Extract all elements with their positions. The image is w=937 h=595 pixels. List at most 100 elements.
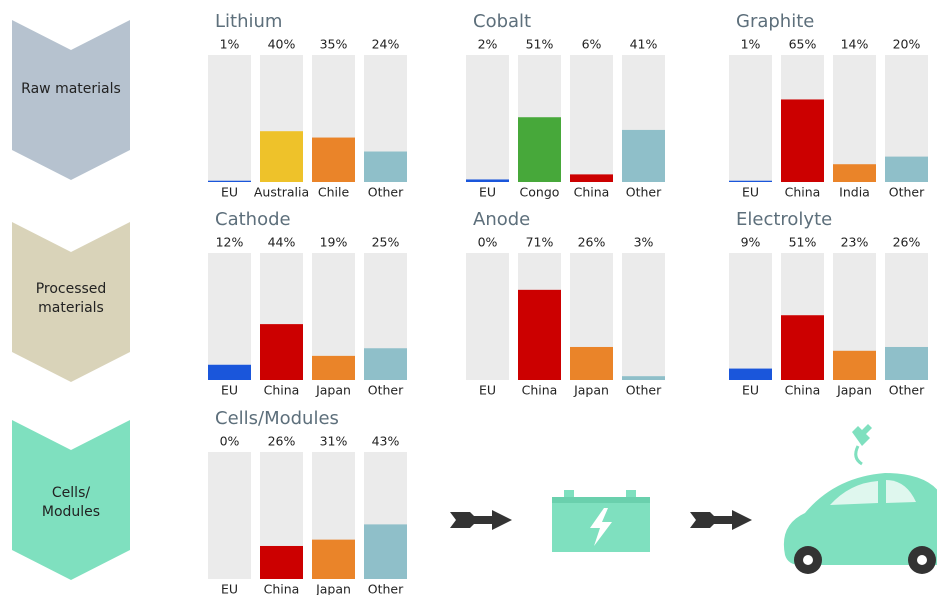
- category-label: Congo: [520, 185, 560, 200]
- category-label: Japan: [315, 383, 351, 398]
- bar: [466, 179, 509, 182]
- stage-label: Cells/ Modules: [31, 484, 111, 522]
- bar: [364, 152, 407, 182]
- bar-background: [466, 55, 509, 182]
- category-label: EU: [221, 383, 238, 398]
- category-label: Japan: [315, 582, 351, 595]
- chart-title: Graphite: [736, 11, 814, 32]
- chart-title: Anode: [473, 209, 530, 230]
- bar: [312, 540, 355, 579]
- bar-background: [208, 55, 251, 182]
- category-label: China: [522, 383, 558, 398]
- bar-background: [208, 452, 251, 579]
- category-label: EU: [221, 185, 238, 200]
- infographic: Lithium 1% EU 40% Australia 35% Chile 24% Other C…: [0, 0, 937, 595]
- bar: [622, 130, 665, 182]
- category-label: Other: [889, 383, 925, 398]
- value-label: 1%: [220, 37, 240, 52]
- value-label: 26%: [893, 235, 921, 250]
- value-label: 14%: [841, 37, 869, 52]
- value-label: 43%: [372, 434, 400, 449]
- category-label: China: [785, 383, 821, 398]
- bar: [364, 524, 407, 579]
- value-label: 0%: [478, 235, 498, 250]
- category-label: Australia: [254, 185, 309, 200]
- bar-background: [622, 253, 665, 380]
- value-label: 40%: [268, 37, 296, 52]
- category-label: EU: [742, 383, 759, 398]
- bar-background: [729, 55, 772, 182]
- value-label: 2%: [478, 37, 498, 52]
- value-label: 26%: [268, 434, 296, 449]
- bar: [312, 356, 355, 380]
- category-label: Chile: [318, 185, 350, 200]
- value-label: 19%: [320, 235, 348, 250]
- battery-icon: [552, 490, 650, 552]
- bar: [260, 131, 303, 182]
- category-label: China: [264, 582, 300, 595]
- bar: [260, 546, 303, 579]
- bar: [729, 181, 772, 182]
- bar: [570, 174, 613, 182]
- category-label: Other: [626, 185, 662, 200]
- category-label: Other: [889, 185, 925, 200]
- bar: [622, 376, 665, 380]
- bar-background: [208, 253, 251, 380]
- value-label: 9%: [741, 235, 761, 250]
- category-label: EU: [742, 185, 759, 200]
- value-label: 44%: [268, 235, 296, 250]
- category-label: Other: [368, 383, 404, 398]
- value-label: 41%: [630, 37, 658, 52]
- value-label: 6%: [582, 37, 602, 52]
- chart: Lithium 1% EU 40% Australia 35% Chile 24% Other C…: [0, 0, 937, 595]
- stage-label: Raw materials: [21, 80, 121, 99]
- value-label: 24%: [372, 37, 400, 52]
- chart-title: Cathode: [215, 209, 291, 230]
- category-label: Japan: [836, 383, 872, 398]
- value-label: 26%: [578, 235, 606, 250]
- category-label: India: [839, 185, 870, 200]
- bar: [260, 324, 303, 380]
- value-label: 71%: [526, 235, 554, 250]
- bar: [885, 347, 928, 380]
- bar: [833, 351, 876, 380]
- value-label: 1%: [741, 37, 761, 52]
- value-label: 23%: [841, 235, 869, 250]
- category-label: Other: [368, 582, 404, 595]
- category-label: Japan: [573, 383, 609, 398]
- bar: [885, 157, 928, 182]
- chart-title: Lithium: [215, 11, 282, 32]
- bar: [312, 138, 355, 182]
- value-label: 65%: [789, 37, 817, 52]
- stage-label: Processed materials: [21, 280, 121, 318]
- bar: [570, 347, 613, 380]
- category-label: Other: [626, 383, 662, 398]
- chart-title: Cobalt: [473, 11, 531, 32]
- category-label: Other: [368, 185, 404, 200]
- bar-background: [570, 55, 613, 182]
- bar: [781, 315, 824, 380]
- bar-background: [833, 55, 876, 182]
- value-label: 51%: [789, 235, 817, 250]
- category-label: China: [264, 383, 300, 398]
- value-label: 0%: [220, 434, 240, 449]
- bar: [833, 164, 876, 182]
- value-label: 3%: [634, 235, 654, 250]
- bar-background: [729, 253, 772, 380]
- bar: [518, 117, 561, 182]
- bar: [364, 348, 407, 380]
- bar: [729, 369, 772, 380]
- car-icon: [784, 424, 937, 574]
- bar: [208, 365, 251, 380]
- value-label: 35%: [320, 37, 348, 52]
- bar: [518, 290, 561, 380]
- category-label: China: [574, 185, 610, 200]
- value-label: 12%: [216, 235, 244, 250]
- bar-background: [466, 253, 509, 380]
- bar: [208, 181, 251, 182]
- chart-title: Cells/Modules: [215, 408, 339, 429]
- category-label: China: [785, 185, 821, 200]
- category-label: EU: [479, 383, 496, 398]
- value-label: 25%: [372, 235, 400, 250]
- value-label: 20%: [893, 37, 921, 52]
